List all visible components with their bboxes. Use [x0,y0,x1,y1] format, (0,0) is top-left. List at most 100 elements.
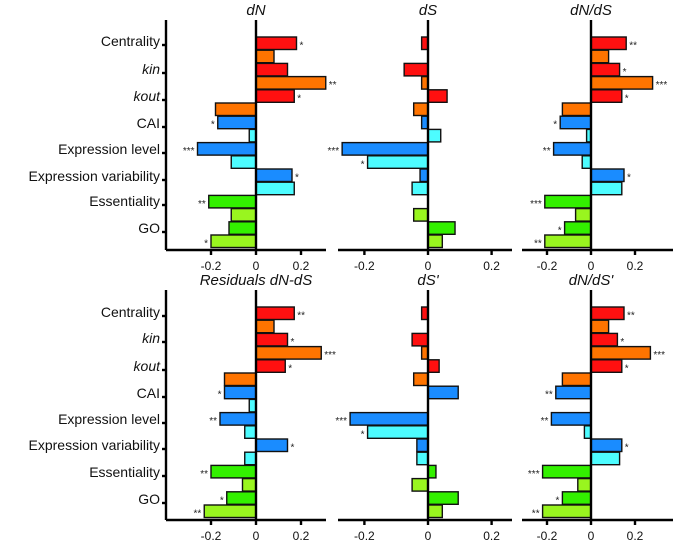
significance-label: *** [653,350,665,361]
bar [230,155,257,170]
bar [416,451,429,466]
bar [226,491,257,505]
bar [412,207,429,222]
significance-label: ** [629,41,637,52]
bar [427,234,444,249]
category-label: GO [138,491,160,507]
category-label: Centrality [101,33,160,49]
significance-label: * [361,159,365,170]
significance-label: ** [200,469,208,480]
bar [255,306,295,321]
category-label: Expression level [58,411,160,427]
bar [590,306,625,321]
x-tick-label: 0 [425,259,432,273]
bar [590,359,623,373]
significance-label: *** [656,80,668,91]
bar [590,168,625,183]
bar [255,345,322,360]
category-label: Essentiality [89,193,160,209]
bar [403,62,429,77]
panel-title: dN [246,2,265,19]
x-tick-label: -0.2 [354,529,375,543]
bar [541,504,592,519]
bar [550,411,592,426]
bar [255,89,295,104]
bar [412,102,429,117]
significance-label: * [220,495,224,506]
bar [411,332,429,347]
x-tick-label: -0.2 [354,259,375,273]
category-label: kout [134,358,162,374]
bar [255,332,289,347]
category-label: CAI [137,385,160,401]
panel-title: Residuals dN-dS [200,272,313,289]
category-label: Essentiality [89,464,160,480]
bar [255,438,289,453]
x-tick-label: 0 [253,259,260,273]
bar [341,141,429,156]
bar [427,221,456,236]
category-label: Centrality [101,304,160,320]
significance-label: ** [297,311,305,322]
bar [427,491,459,505]
significance-label: ** [329,80,337,91]
x-tick-label: -0.2 [537,529,558,543]
bar [590,438,623,453]
significance-label: ** [534,239,542,250]
bar [561,372,592,387]
bar [427,504,444,519]
bar [241,477,257,492]
category-label: Expression level [58,141,160,157]
bar [412,372,429,387]
significance-label: * [211,120,215,131]
bar [590,345,652,360]
significance-label: * [625,443,629,454]
bar [427,128,442,143]
bar [210,234,257,249]
bar [255,181,295,196]
x-tick-label: 0.2 [293,529,310,543]
bar [427,359,440,373]
bar [561,491,592,505]
significance-label: * [553,120,557,131]
category-label: Expression variability [29,168,161,184]
bar [244,425,257,439]
bar [427,89,448,104]
bar [255,62,289,77]
significance-label: *** [183,146,195,157]
bar [214,102,257,117]
x-tick-label: 0 [425,529,432,543]
bar [255,168,293,183]
significance-label: * [300,41,304,52]
significance-label: * [295,173,299,184]
bar [217,115,257,130]
significance-label: ** [545,390,553,401]
significance-label: *** [327,146,339,157]
x-tick-label: 0.2 [293,259,310,273]
bar [196,141,257,156]
bar [590,62,621,77]
significance-label: ** [198,199,206,210]
bar [255,319,275,334]
x-tick-label: -0.2 [537,259,558,273]
category-label: kout [134,88,162,104]
bar [219,411,257,426]
bar [544,194,592,209]
x-tick-label: 0.2 [627,529,644,543]
x-tick-label: 0 [588,529,595,543]
bar [228,221,257,236]
significance-label: *** [530,199,542,210]
bar [552,141,592,156]
bar [255,36,298,51]
significance-label: * [291,443,295,454]
significance-label: ** [541,416,549,427]
bar [590,451,621,466]
significance-label: *** [528,469,540,480]
bar [244,451,257,466]
significance-label: * [291,337,295,348]
bar [563,221,592,236]
bar [577,477,592,492]
significance-label: * [625,363,629,374]
significance-label: * [555,495,559,506]
significance-label: * [218,390,222,401]
